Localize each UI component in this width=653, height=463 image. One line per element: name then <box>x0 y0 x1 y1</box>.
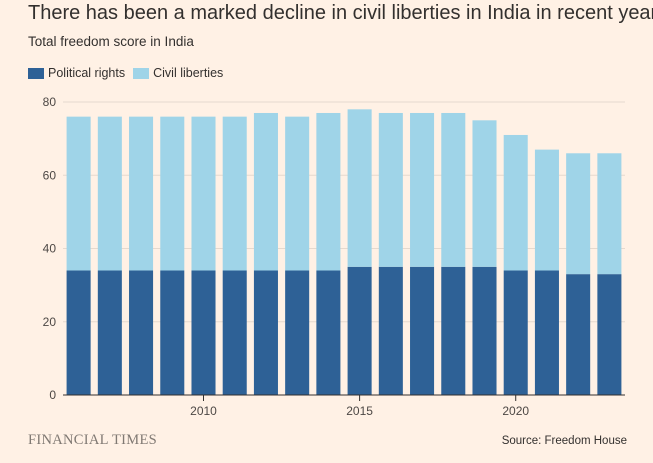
bar-civil-liberties-2008 <box>129 116 154 271</box>
bar-political-rights-2019 <box>472 266 497 395</box>
bar-political-rights-2012 <box>253 270 278 395</box>
legend-swatch-civil-liberties <box>133 67 150 79</box>
bar-political-rights-2008 <box>129 270 154 395</box>
bar-political-rights-2007 <box>97 270 122 395</box>
source-note: Source: Freedom House <box>501 435 627 447</box>
x-tick-label-2015: 2015 <box>346 404 373 418</box>
bar-political-rights-2020 <box>503 270 528 395</box>
ft-logo: FINANCIAL TIMES <box>28 432 157 448</box>
bar-civil-liberties-2020 <box>503 134 528 271</box>
legend-item-political-rights: Political rights <box>28 66 125 80</box>
x-tick-label-2010: 2010 <box>190 404 217 418</box>
bar-civil-liberties-2012 <box>253 112 278 271</box>
legend-label-political-rights: Political rights <box>48 66 126 80</box>
bar-political-rights-2015 <box>347 266 372 395</box>
y-tick-label-0: 0 <box>49 388 56 402</box>
bar-civil-liberties-2009 <box>160 116 185 271</box>
legend-swatch-political-rights <box>28 67 44 79</box>
bar-civil-liberties-2011 <box>222 116 247 271</box>
bar-civil-liberties-2014 <box>316 112 341 271</box>
bar-political-rights-2023 <box>597 274 622 395</box>
bar-civil-liberties-2018 <box>441 112 466 267</box>
legend-item-civil-liberties: Civil liberties <box>133 66 223 80</box>
bar-political-rights-2010 <box>191 270 216 395</box>
bar-civil-liberties-2019 <box>472 120 497 267</box>
bar-political-rights-2021 <box>534 270 559 395</box>
bar-political-rights-2013 <box>285 270 310 395</box>
bar-political-rights-2022 <box>566 274 591 395</box>
bar-civil-liberties-2015 <box>347 109 372 267</box>
bar-civil-liberties-2016 <box>378 112 403 267</box>
x-tick-label-2020: 2020 <box>502 404 529 418</box>
y-tick-label-20: 20 <box>43 315 57 329</box>
bar-political-rights-2009 <box>160 270 185 395</box>
y-tick-label-40: 40 <box>43 242 57 256</box>
bar-political-rights-2016 <box>378 266 403 395</box>
bar-political-rights-2017 <box>410 266 435 395</box>
bar-political-rights-2011 <box>222 270 247 395</box>
bar-civil-liberties-2007 <box>97 116 122 271</box>
bar-political-rights-2006 <box>66 270 91 395</box>
bar-civil-liberties-2010 <box>191 116 216 271</box>
y-tick-label-80: 80 <box>43 95 57 109</box>
bar-civil-liberties-2006 <box>66 116 91 271</box>
y-tick-label-60: 60 <box>43 168 57 182</box>
bar-political-rights-2018 <box>441 266 466 395</box>
chart-title: There has been a marked decline in civil… <box>28 2 653 24</box>
chart-subtitle: Total freedom score in India <box>28 34 194 49</box>
bar-civil-liberties-2023 <box>597 153 622 275</box>
bar-civil-liberties-2022 <box>566 153 591 275</box>
bar-civil-liberties-2021 <box>534 149 559 271</box>
bar-political-rights-2014 <box>316 270 341 395</box>
bar-civil-liberties-2017 <box>410 112 435 267</box>
legend: Political rights Civil liberties <box>28 66 231 80</box>
bar-civil-liberties-2013 <box>285 116 310 271</box>
legend-label-civil-liberties: Civil liberties <box>153 66 224 80</box>
